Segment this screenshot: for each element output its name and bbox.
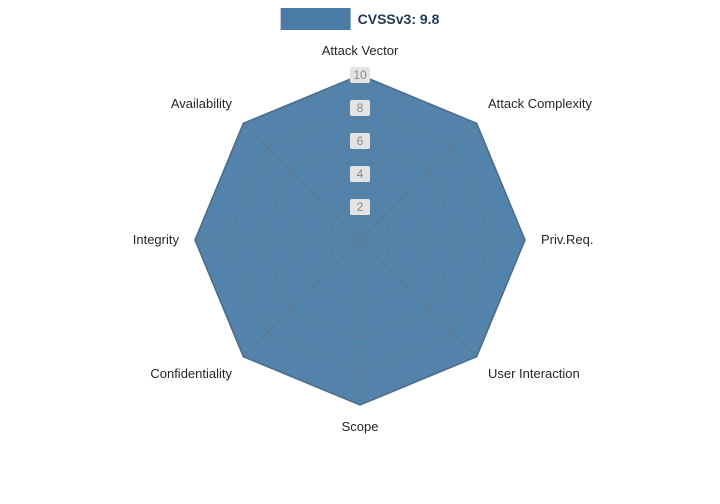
- category-label: Priv.Req.: [541, 232, 594, 247]
- radar-grid-ring: [227, 107, 493, 373]
- radar-grid-ring: [194, 74, 526, 406]
- legend-swatch: [280, 8, 351, 30]
- category-label: Attack Complexity: [488, 96, 593, 111]
- radar-axis-line: [242, 122, 361, 241]
- tick-label-bg: [350, 67, 370, 83]
- category-label: Integrity: [133, 232, 180, 247]
- category-label: User Interaction: [488, 366, 580, 381]
- legend-label: CVSSv3: 9.8: [357, 11, 440, 27]
- tick-label: 10: [353, 68, 367, 82]
- category-label: Availability: [171, 96, 233, 111]
- radar-axis-line: [242, 239, 361, 358]
- tick-label-bg: [350, 100, 370, 116]
- tick-label-bg: [350, 133, 370, 149]
- tick-label: 2: [357, 200, 364, 214]
- category-label: Attack Vector: [322, 43, 399, 58]
- tick-label-bg: [350, 166, 370, 182]
- radar-grid-ring: [260, 140, 460, 340]
- radar-grid-ring: [326, 206, 394, 274]
- tick-label: 6: [357, 134, 364, 148]
- category-label: Confidentiality: [150, 366, 232, 381]
- tick-label-bg: [350, 199, 370, 215]
- radar-axis-line: [359, 239, 478, 358]
- legend-item[interactable]: CVSSv3: 9.8: [280, 8, 440, 30]
- category-label: Scope: [342, 419, 379, 434]
- tick-label: 4: [357, 167, 364, 181]
- radar-series-polygon: [194, 74, 526, 406]
- tick-label: 8: [357, 101, 364, 115]
- radar-grid-ring: [293, 173, 427, 307]
- radar-axis-line: [359, 122, 478, 241]
